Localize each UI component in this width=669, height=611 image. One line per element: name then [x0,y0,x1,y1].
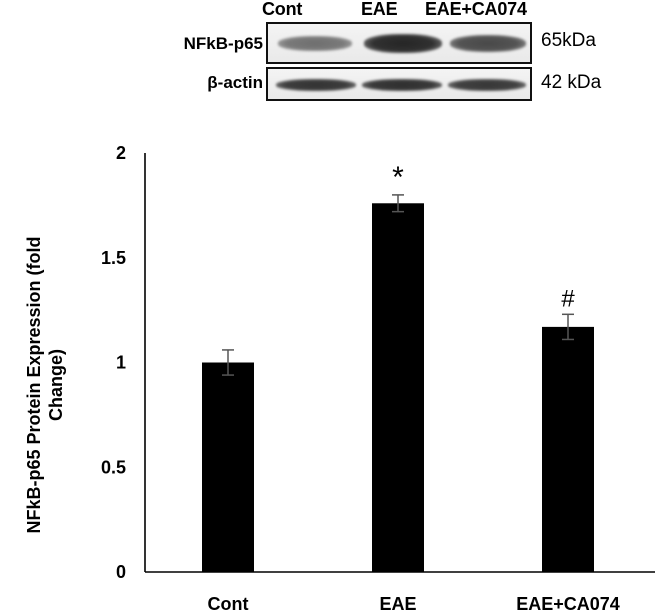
blot-kda-label-42: 42 kDa [541,72,602,93]
bar [372,203,424,572]
blot-lane-label-eae-ca074: EAE+CA074 [425,0,527,19]
blot-band [450,35,526,52]
significance-marker: * [392,161,404,194]
blot-strip-nfkb-p65 [266,22,532,64]
y-axis-title-line: Change) [46,349,66,421]
blot-band [448,79,526,91]
y-tick-label: 0.5 [101,457,126,477]
y-axis-title: NFkB-p65 Protein Expression (fold Change… [24,236,66,533]
y-tick-label: 2 [116,143,126,163]
blot-lane-label-eae: EAE [361,0,398,19]
blot-kda-label-65: 65kDa [541,30,596,51]
y-axis-title-line: NFkB-p65 Protein Expression (fold [24,236,44,533]
y-tick-label: 0 [116,562,126,582]
y-tick-label: 1 [116,353,126,373]
x-tick-label: EAE+CA074 [516,594,620,611]
y-tick-label: 1.5 [101,248,126,268]
plot-area: 0 0.5 1 1.5 2 Cont * EAE # EAE+CA074 [101,143,655,611]
blot-band [364,34,442,53]
x-tick-label: Cont [208,594,249,611]
bar [542,326,594,572]
blot-row-label-nfkb-p65: NFkB-p65 [183,34,263,53]
bar [202,362,254,572]
blot-band [362,79,442,91]
blot-lane-label-cont: Cont [262,0,303,19]
blot-band [278,36,352,51]
significance-marker: # [561,285,575,312]
blot-band [276,79,356,91]
blot-row-label-beta-actin: β-actin [207,73,263,92]
x-tick-label: EAE [379,594,416,611]
blot-strip-beta-actin [266,67,532,101]
